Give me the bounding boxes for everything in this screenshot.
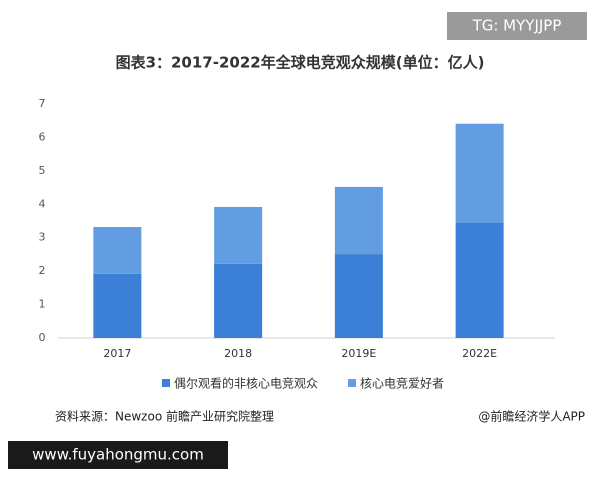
watermark: TG: MYYJJPP <box>472 17 562 35</box>
x-tick-label: 2017 <box>103 347 131 360</box>
bar <box>214 263 263 338</box>
bar <box>455 223 504 338</box>
bar <box>93 227 142 274</box>
credit: @前瞻经济学人APP <box>478 409 585 424</box>
x-tick-label: 2022E <box>462 347 497 360</box>
legend-swatch <box>162 379 170 387</box>
y-tick-label: 3 <box>39 231 46 244</box>
y-tick-label: 4 <box>39 197 46 210</box>
y-tick-label: 0 <box>39 331 46 344</box>
y-tick-label: 1 <box>39 298 46 311</box>
legend-label: 偶尔观看的非核心电竞观众 <box>174 376 318 391</box>
bar <box>455 123 504 224</box>
chart-title: 图表3：2017-2022年全球电竞观众规模(单位：亿人) <box>116 54 485 72</box>
bar <box>334 186 383 255</box>
legend-swatch <box>348 379 357 387</box>
y-tick-label: 5 <box>39 164 46 177</box>
legend-label: 核心电竞爱好者 <box>360 377 444 391</box>
x-tick-label: 2019E <box>341 347 376 360</box>
website-box <box>8 441 228 469</box>
watermark-box <box>447 12 587 40</box>
y-tick-label: 7 <box>39 97 46 110</box>
bar <box>334 254 383 338</box>
bar <box>214 206 263 264</box>
source: 资料来源：Newzoo 前瞻产业研究院整理 <box>55 409 274 424</box>
x-tick-label: 2018 <box>224 347 252 360</box>
website: www.fuyahongmu.com <box>32 446 204 464</box>
y-tick-label: 6 <box>39 130 46 143</box>
y-tick-label: 2 <box>39 264 46 277</box>
bar <box>93 273 142 338</box>
